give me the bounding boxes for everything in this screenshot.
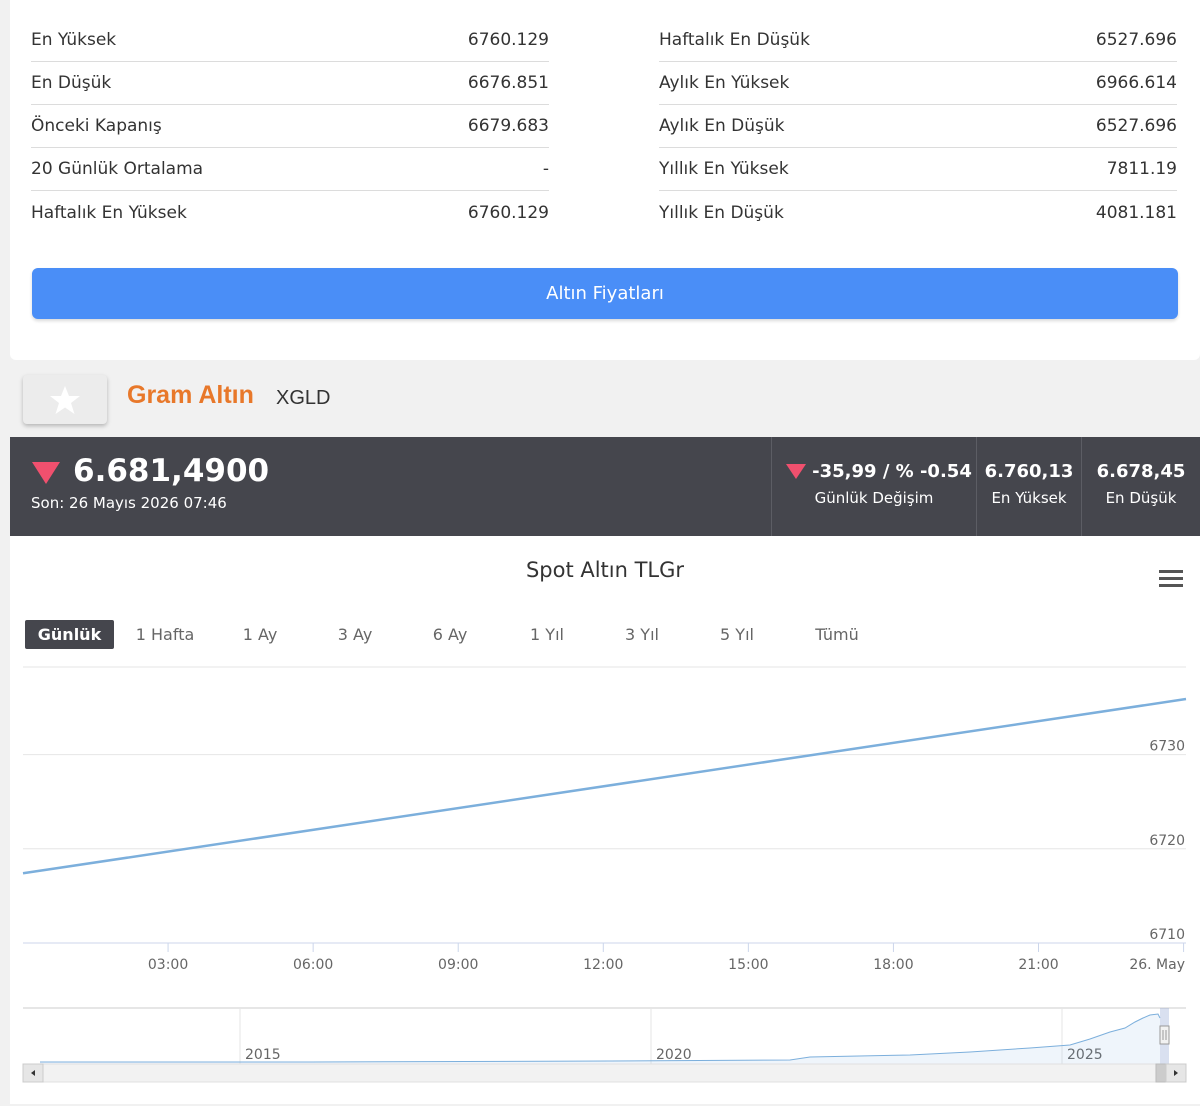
daily-low-value: 6.678,45 [1096,461,1186,482]
stat-value: - [542,159,549,179]
daily-high-label: En Yüksek [991,489,1067,507]
stat-row: En Yüksek 6760.129 [31,19,549,62]
stat-row: Haftalık En Düşük 6527.696 [659,19,1177,62]
chart-panel: 6710 6720 6730 03:00 06:00 09:00 12:00 15:00 18:… [10,536,1200,1104]
last-update-time: Son: 26 Mayıs 2026 07:46 [31,494,227,512]
instrument-code: XGLD [276,387,331,409]
navigator-year-label: 2020 [656,1047,692,1063]
favorite-button[interactable] [23,375,107,424]
arrow-right-icon [1174,1070,1178,1076]
stat-row: En Düşük 6676.851 [31,62,549,105]
stats-right-column: Haftalık En Düşük 6527.696 Aylık En Yükse… [659,19,1177,234]
stat-row: Yıllık En Yüksek 7811.19 [659,148,1177,191]
stat-label: En Düşük [31,73,112,93]
stat-row: Haftalık En Yüksek 6760.129 [31,191,549,234]
daily-change-box: -35,99 / % -0.54 Günlük Değişim [771,437,976,536]
range-tab-3-months[interactable]: 3 Ay [337,625,373,644]
daily-low-box: 6.678,45 En Düşük [1081,437,1200,536]
x-tick-label: 21:00 [1018,957,1058,973]
navigator-year-label: 2025 [1067,1047,1103,1063]
x-tick-label: 18:00 [873,957,913,973]
range-tab-all[interactable]: Tümü [815,625,859,644]
star-icon [50,385,80,414]
instrument-name: Gram Altın [127,381,254,409]
scrollbar-track[interactable] [22,1063,1187,1083]
x-tick-label: 12:00 [583,957,623,973]
stat-value: 6760.129 [467,30,549,50]
daily-change-label: Günlük Değişim [814,489,934,507]
stat-label: En Yüksek [31,30,117,50]
stat-value: 6966.614 [1095,73,1177,93]
navigator-area [23,1008,1186,1064]
price-series-line [22,697,1187,875]
stat-label: Önceki Kapanış [31,116,162,136]
price-chart: 6710 6720 6730 03:00 06:00 09:00 12:00 15:00 18:… [22,666,1187,1083]
stat-row: Aylık En Düşük 6527.696 [659,105,1177,148]
stat-row: Önceki Kapanış 6679.683 [31,105,549,148]
x-tick-label: 06:00 [293,957,333,973]
stat-value: 6676.851 [467,73,549,93]
stat-label: Haftalık En Yüksek [31,202,187,223]
stat-value: 6527.696 [1095,30,1177,50]
stat-label: Yıllık En Düşük [659,202,784,223]
drag-handle-icon[interactable] [1159,1025,1170,1045]
gold-prices-button[interactable]: Altın Fiyatları [32,268,1178,319]
range-tab-3-years[interactable]: 3 Yıl [625,625,659,644]
scrollbar-thumb[interactable] [1155,1063,1167,1083]
hamburger-menu-icon[interactable] [1159,570,1183,588]
range-tab-5-years[interactable]: 5 Yıl [720,625,754,644]
range-tab-1-month[interactable]: 1 Ay [242,625,278,644]
range-tab-6-months[interactable]: 6 Ay [432,625,468,644]
stat-value: 7811.19 [1106,159,1177,179]
down-triangle-icon [786,464,806,479]
range-tab-1-year[interactable]: 1 Yıl [530,625,564,644]
stat-label: Aylık En Yüksek [659,73,790,93]
stat-label: Aylık En Düşük [659,116,785,136]
navigator-area-fill [40,1014,1160,1064]
x-tick-label: 15:00 [728,957,768,973]
down-triangle-icon [32,462,60,484]
range-tab-1-week[interactable]: 1 Hafta [135,625,195,644]
stat-label: Yıllık En Yüksek [659,159,789,179]
range-tab-daily[interactable]: Günlük [25,620,114,649]
x-tick-label: 26. May [1129,957,1185,973]
current-price: 6.681,4900 [73,453,270,489]
current-price-block: 6.681,4900 Son: 26 Mayıs 2026 07:46 [10,437,771,536]
x-tick-label: 03:00 [148,957,188,973]
daily-low-label: En Düşük [1105,489,1177,507]
y-tick-label: 6720 [1149,833,1185,849]
y-tick-label: 6710 [1149,927,1185,943]
stat-row: Yıllık En Düşük 4081.181 [659,191,1177,234]
navigator-series-line [40,1013,1161,1063]
stat-label: Haftalık En Düşük [659,30,810,50]
arrow-left-icon [31,1070,35,1076]
stat-value: 4081.181 [1095,202,1177,223]
daily-high-box: 6.760,13 En Yüksek [976,437,1081,536]
statistics-card: En Yüksek 6760.129 En Düşük 6676.851 Öncek… [10,0,1200,360]
daily-change-value: -35,99 / % -0.54 [812,461,972,482]
stats-left-column: En Yüksek 6760.129 En Düşük 6676.851 Öncek… [31,19,549,234]
stat-value: 6679.683 [467,116,549,136]
stat-row: 20 Günlük Ortalama - [31,148,549,191]
stat-label: 20 Günlük Ortalama [31,159,204,179]
stat-value: 6527.696 [1095,116,1177,136]
navigator-year-label: 2015 [245,1047,281,1063]
stat-value: 6760.129 [467,202,549,223]
stat-row: Aylık En Yüksek 6966.614 [659,62,1177,105]
y-tick-label: 6730 [1149,739,1185,755]
x-tick-label: 09:00 [438,957,478,973]
daily-high-value: 6.760,13 [984,461,1074,482]
chart-title: Spot Altın TLGr [525,558,685,582]
price-summary-bar: 6.681,4900 Son: 26 Mayıs 2026 07:46 -35,… [10,437,1200,536]
